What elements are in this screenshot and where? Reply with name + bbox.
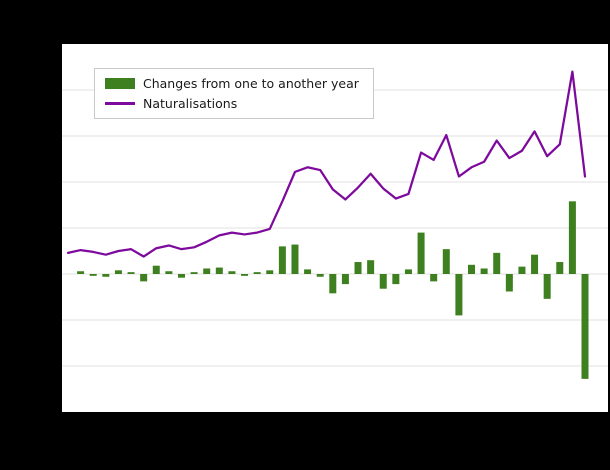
line-swatch-icon	[105, 102, 135, 105]
legend-label-naturalisations: Naturalisations	[143, 96, 238, 111]
legend: Changes from one to another year Natural…	[94, 68, 374, 119]
legend-item-naturalisations[interactable]: Naturalisations	[105, 96, 359, 111]
plot-area: Changes from one to another year Natural…	[62, 44, 608, 412]
legend-label-changes: Changes from one to another year	[143, 76, 359, 91]
bar-swatch-icon	[105, 78, 135, 89]
chart-canvas	[62, 70, 608, 379]
legend-item-changes[interactable]: Changes from one to another year	[105, 76, 359, 91]
